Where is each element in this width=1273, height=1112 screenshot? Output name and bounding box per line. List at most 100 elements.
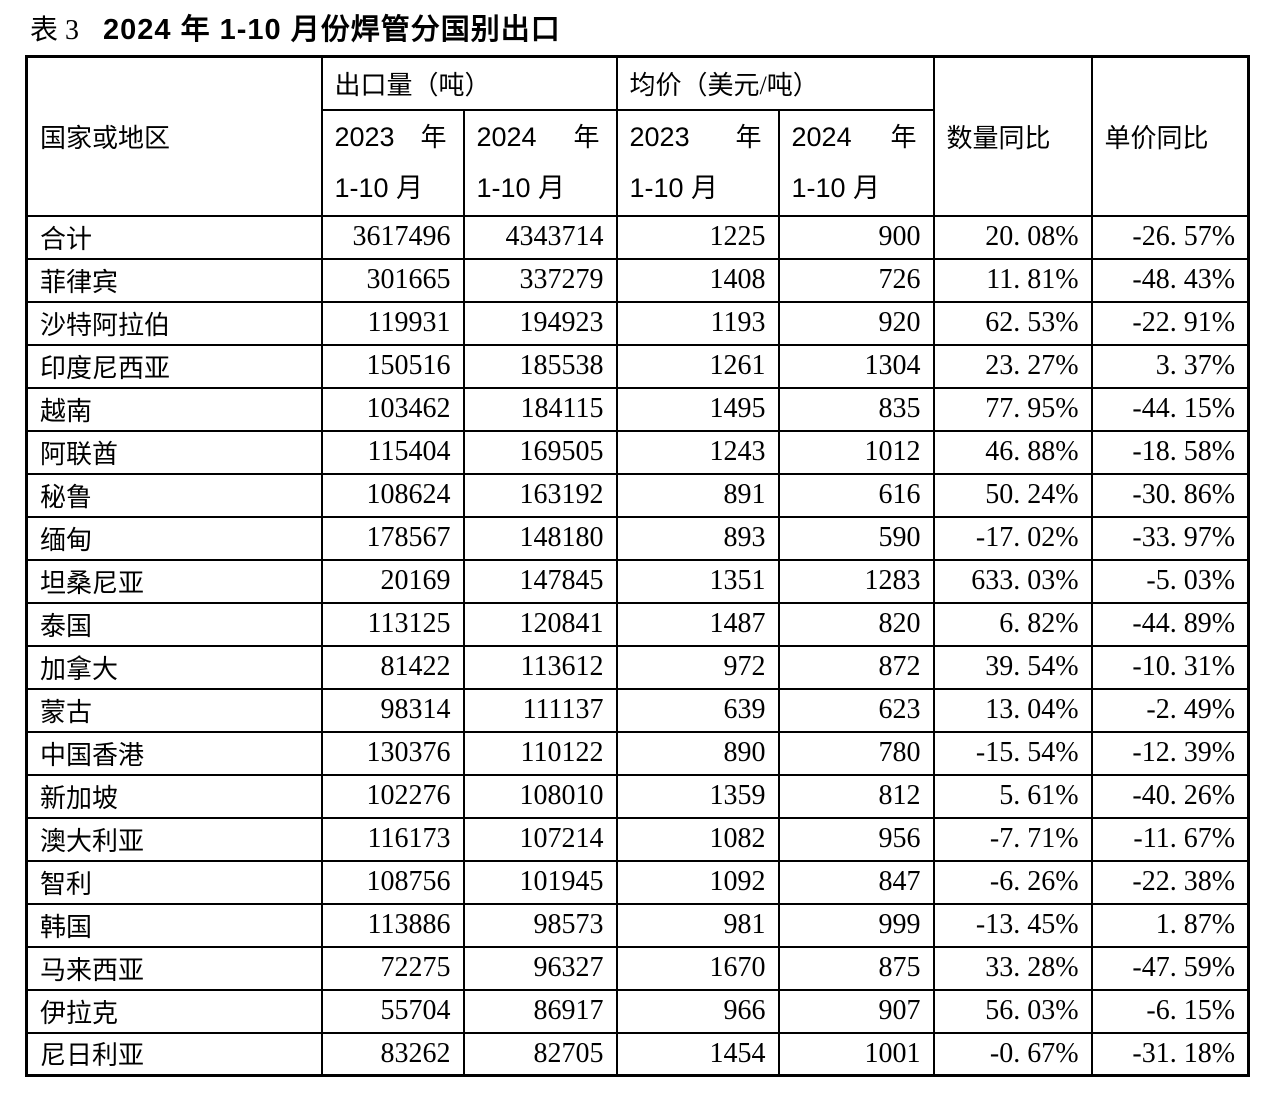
qty-2024-cell: 185538 [462, 343, 618, 389]
qty-2024-cell: 101945 [462, 859, 618, 905]
qty-2023-cell: 72275 [320, 945, 465, 991]
price-2023-cell: 1454 [615, 1031, 780, 1077]
header-price-2023-period: 2023 年 1-10 月 [615, 108, 780, 217]
table-row: 马来西亚 72275 96327 1670 875 33. 28% -47. 59% [25, 945, 1250, 991]
table-row: 加拿大 81422 113612 972 872 39. 54% -10. 31% [25, 644, 1250, 690]
qty-2024-cell: 96327 [462, 945, 618, 991]
table-row: 坦桑尼亚 20169 147845 1351 1283 633. 03% -5. 03% [25, 558, 1250, 604]
country-cell: 蒙古 [25, 687, 323, 733]
qty-yoy-cell: -7. 71% [932, 816, 1093, 862]
price-yoy-cell: -12. 39% [1090, 730, 1250, 776]
qty-2024-cell: 147845 [462, 558, 618, 604]
country-cell: 新加坡 [25, 773, 323, 819]
country-cell: 合计 [25, 214, 323, 260]
country-cell: 伊拉克 [25, 988, 323, 1034]
country-cell: 澳大利亚 [25, 816, 323, 862]
period-label: 1-10 月 [791, 172, 881, 203]
price-yoy-cell: -47. 59% [1090, 945, 1250, 991]
qty-2023-cell: 115404 [320, 429, 465, 475]
country-cell: 缅甸 [25, 515, 323, 561]
price-2024-cell: 726 [777, 257, 935, 303]
price-yoy-cell: -31. 18% [1090, 1031, 1250, 1077]
qty-yoy-cell: -13. 45% [932, 902, 1093, 948]
qty-2024-cell: 107214 [462, 816, 618, 862]
price-2023-cell: 639 [615, 687, 780, 733]
country-cell: 智利 [25, 859, 323, 905]
header-qty-2024-period: 2024 年 1-10 月 [462, 108, 618, 217]
period-label: 1-10 月 [629, 172, 719, 203]
table-row: 韩国 113886 98573 981 999 -13. 45% 1. 87% [25, 902, 1250, 948]
qty-yoy-cell: 50. 24% [932, 472, 1093, 518]
price-2023-cell: 1092 [615, 859, 780, 905]
year-label: 2024 [476, 121, 537, 152]
price-2024-cell: 616 [777, 472, 935, 518]
price-2023-cell: 890 [615, 730, 780, 776]
price-yoy-cell: 1. 87% [1090, 902, 1250, 948]
price-yoy-cell: -22. 91% [1090, 300, 1250, 346]
price-yoy-cell: -30. 86% [1090, 472, 1250, 518]
qty-yoy-cell: 633. 03% [932, 558, 1093, 604]
price-2024-cell: 623 [777, 687, 935, 733]
table-row: 澳大利亚 116173 107214 1082 956 -7. 71% -11. 67% [25, 816, 1250, 862]
qty-2024-cell: 111137 [462, 687, 618, 733]
table-title-text: 2024 年 1-10 月份焊管分国别出口 [103, 14, 561, 46]
header-avg-price-group: 均价（美元/吨） [615, 55, 935, 111]
price-2023-cell: 893 [615, 515, 780, 561]
qty-yoy-cell: 20. 08% [932, 214, 1093, 260]
price-yoy-cell: -26. 57% [1090, 214, 1250, 260]
qty-yoy-cell: 5. 61% [932, 773, 1093, 819]
table-row: 伊拉克 55704 86917 966 907 56. 03% -6. 15% [25, 988, 1250, 1034]
price-2023-cell: 1243 [615, 429, 780, 475]
qty-yoy-cell: -17. 02% [932, 515, 1093, 561]
qty-2024-cell: 108010 [462, 773, 618, 819]
price-2023-cell: 1359 [615, 773, 780, 819]
table-title: 表 3 2024 年 1-10 月份焊管分国别出口 [30, 6, 561, 48]
country-cell: 秘鲁 [25, 472, 323, 518]
price-2024-cell: 1012 [777, 429, 935, 475]
table-body: 合计 3617496 4343714 1225 900 20. 08% -26. 57% 菲律… [25, 214, 1250, 1077]
country-cell: 坦桑尼亚 [25, 558, 323, 604]
year-label: 2023 [334, 121, 395, 152]
qty-2024-cell: 148180 [462, 515, 618, 561]
price-2024-cell: 820 [777, 601, 935, 647]
price-yoy-cell: -5. 03% [1090, 558, 1250, 604]
table-row: 智利 108756 101945 1092 847 -6. 26% -22. 38% [25, 859, 1250, 905]
qty-2023-cell: 108624 [320, 472, 465, 518]
price-2023-cell: 972 [615, 644, 780, 690]
country-cell: 尼日利亚 [25, 1031, 323, 1077]
price-2024-cell: 1304 [777, 343, 935, 389]
qty-2024-cell: 194923 [462, 300, 618, 346]
year-suffix-label: 年 [420, 122, 447, 152]
qty-yoy-cell: 39. 54% [932, 644, 1093, 690]
price-yoy-cell: -22. 38% [1090, 859, 1250, 905]
country-cell: 菲律宾 [25, 257, 323, 303]
table-row: 中国香港 130376 110122 890 780 -15. 54% -12. 39% [25, 730, 1250, 776]
qty-yoy-cell: 62. 53% [932, 300, 1093, 346]
table-row: 蒙古 98314 111137 639 623 13. 04% -2. 49% [25, 687, 1250, 733]
qty-2023-cell: 103462 [320, 386, 465, 432]
price-2023-cell: 1495 [615, 386, 780, 432]
qty-2023-cell: 81422 [320, 644, 465, 690]
year-suffix-label: 年 [890, 122, 917, 152]
table-row: 沙特阿拉伯 119931 194923 1193 920 62. 53% -22. 91% [25, 300, 1250, 346]
period-label: 1-10 月 [334, 172, 424, 203]
price-2024-cell: 847 [777, 859, 935, 905]
header-unit-price-yoy: 单价同比 [1090, 55, 1250, 217]
qty-2024-cell: 82705 [462, 1031, 618, 1077]
qty-2023-cell: 130376 [320, 730, 465, 776]
table-row: 印度尼西亚 150516 185538 1261 1304 23. 27% 3. 37% [25, 343, 1250, 389]
qty-2023-cell: 113125 [320, 601, 465, 647]
price-yoy-cell: -18. 58% [1090, 429, 1250, 475]
price-yoy-cell: 3. 37% [1090, 343, 1250, 389]
table-header: 国家或地区 出口量（吨） 均价（美元/吨） 数量同比 单价同比 2023 年 1… [25, 55, 1250, 217]
qty-2024-cell: 110122 [462, 730, 618, 776]
qty-2023-cell: 83262 [320, 1031, 465, 1077]
price-2024-cell: 920 [777, 300, 935, 346]
qty-2024-cell: 169505 [462, 429, 618, 475]
price-yoy-cell: -10. 31% [1090, 644, 1250, 690]
qty-2023-cell: 116173 [320, 816, 465, 862]
price-2023-cell: 981 [615, 902, 780, 948]
price-2023-cell: 966 [615, 988, 780, 1034]
qty-2024-cell: 120841 [462, 601, 618, 647]
